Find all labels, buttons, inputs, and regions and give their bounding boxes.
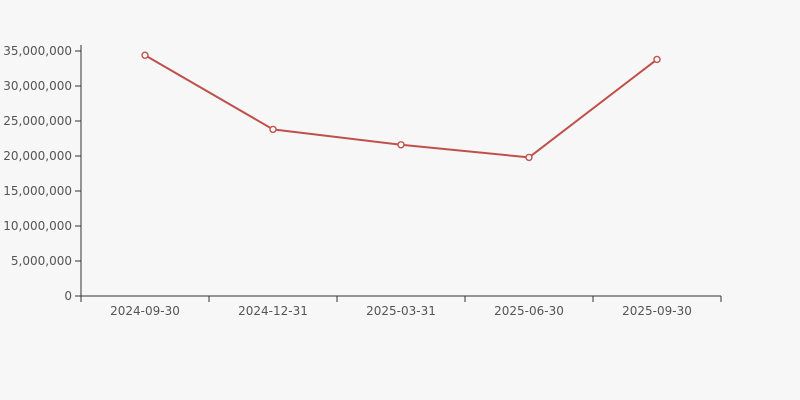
y-axis-label: 5,000,000 bbox=[11, 254, 72, 268]
data-point-marker[interactable] bbox=[525, 153, 533, 162]
y-axis-label: 25,000,000 bbox=[3, 114, 72, 128]
x-axis-label: 2024-12-31 bbox=[238, 304, 308, 318]
data-point-marker[interactable] bbox=[397, 141, 405, 149]
y-axis-label: 15,000,000 bbox=[3, 184, 72, 198]
y-axis-label: 10,000,000 bbox=[3, 219, 72, 233]
x-axis-label: 2025-09-30 bbox=[622, 304, 692, 318]
x-axis-label: 2024-09-30 bbox=[110, 304, 180, 318]
y-axis-label: 30,000,000 bbox=[3, 79, 72, 93]
x-axis-label: 2025-06-30 bbox=[494, 304, 564, 318]
data-point-marker[interactable] bbox=[269, 125, 277, 134]
y-axis-label: 35,000,000 bbox=[3, 44, 72, 58]
y-axis-label: 0 bbox=[64, 289, 72, 303]
y-axis-label: 20,000,000 bbox=[3, 149, 72, 163]
data-point-marker[interactable] bbox=[653, 55, 661, 64]
data-point-marker[interactable] bbox=[141, 51, 149, 59]
x-axis-label: 2025-03-31 bbox=[366, 304, 436, 318]
